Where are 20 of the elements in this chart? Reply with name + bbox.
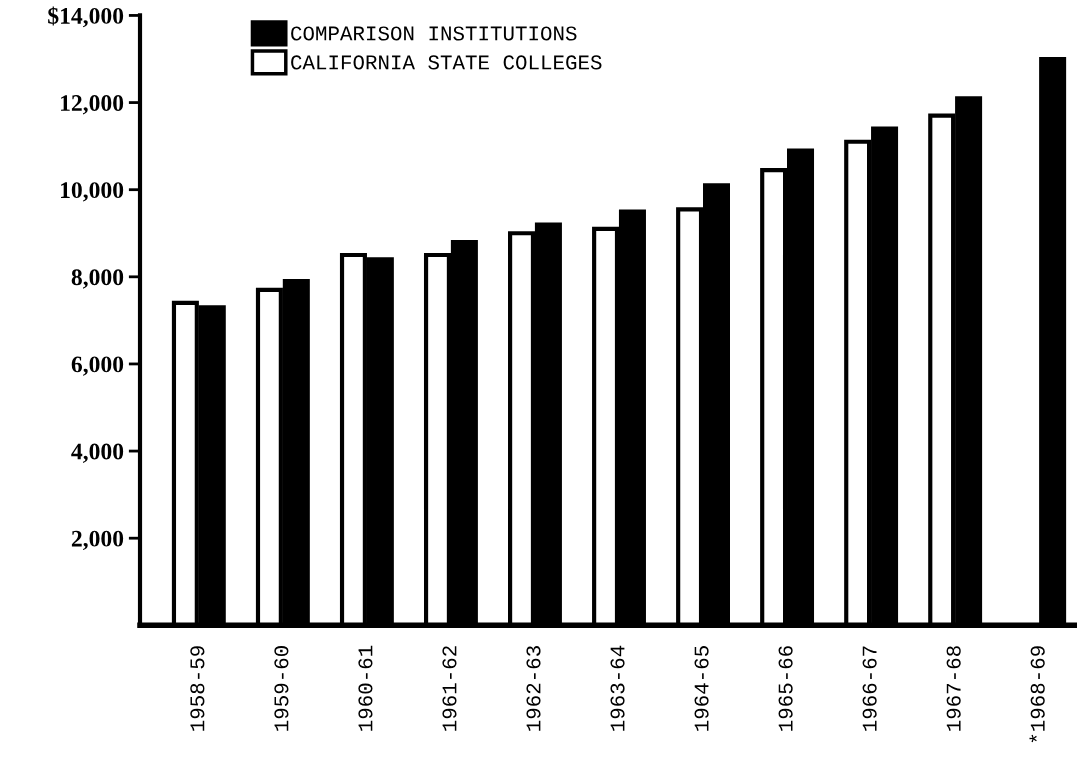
legend-label: COMPARISON INSTITUTIONS <box>291 26 577 41</box>
x-tick-label: 1960-61 <box>358 645 373 731</box>
y-tick-label: 4,000 <box>71 443 124 463</box>
x-tick-label: 1958-59 <box>190 646 205 731</box>
y-tick-label: 10,000 <box>61 182 124 202</box>
x-tick-label: 1966-67 <box>862 646 877 731</box>
y-tick-label: $14,000 <box>48 6 124 28</box>
x-tick-label: 1959-60 <box>274 646 289 731</box>
x-tick-label: 1961-62 <box>442 646 457 731</box>
x-tick-label: 1965-66 <box>778 646 793 731</box>
x-tick-label: *1968-69 <box>1029 646 1045 743</box>
y-tick-label: 8,000 <box>71 269 124 289</box>
x-tick-label: 1964-65 <box>694 646 709 731</box>
y-tick-label: 12,000 <box>61 95 124 115</box>
y-tick-label: 2,000 <box>71 530 124 551</box>
y-tick-label: 6,000 <box>71 356 124 376</box>
x-tick-label: 1963-64 <box>610 645 625 731</box>
x-tick-label: 1962-63 <box>526 646 541 731</box>
x-tick-label: 1967-68 <box>946 646 961 731</box>
legend-label: CALIFORNIA STATE COLLEGES <box>291 55 602 70</box>
